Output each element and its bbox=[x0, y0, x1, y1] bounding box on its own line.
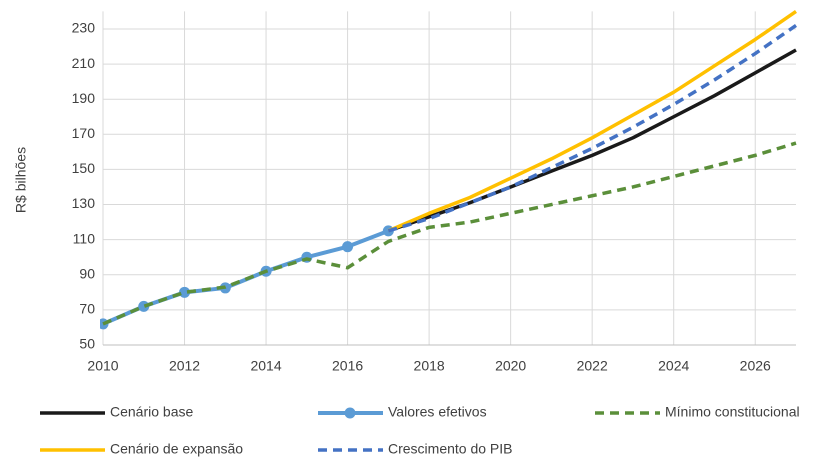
y-tick-label: 210 bbox=[72, 55, 96, 71]
legend-item: Cenário de expansão bbox=[40, 441, 243, 457]
y-tick-label: 110 bbox=[73, 230, 96, 246]
y-axis-label: R$ bilhões bbox=[13, 147, 29, 213]
legend-label: Valores efetivos bbox=[388, 404, 487, 420]
x-tick-label: 2016 bbox=[332, 358, 363, 374]
y-tick-label: 70 bbox=[79, 301, 95, 317]
legend-item: Mínimo constitucional bbox=[595, 404, 800, 420]
series-line bbox=[387, 9, 797, 233]
x-tick-label: 2014 bbox=[250, 358, 281, 374]
series-line bbox=[387, 24, 797, 233]
legend-label: Cenário base bbox=[110, 404, 193, 420]
series-line bbox=[102, 141, 797, 326]
x-tick-label: 2012 bbox=[169, 358, 200, 374]
y-tick-label: 90 bbox=[79, 265, 95, 281]
y-tick-label: 170 bbox=[72, 125, 96, 141]
legend-label: Crescimento do PIB bbox=[388, 441, 513, 457]
legend-item: Valores efetivos bbox=[318, 404, 487, 420]
x-tick-label: 2026 bbox=[740, 358, 771, 374]
plot-area bbox=[100, 9, 797, 330]
legend-marker bbox=[344, 407, 356, 419]
x-tick-label: 2022 bbox=[577, 358, 608, 374]
x-tick-label: 2024 bbox=[658, 358, 689, 374]
legend-label: Mínimo constitucional bbox=[665, 404, 800, 420]
series-line bbox=[387, 48, 797, 233]
legend-item: Crescimento do PIB bbox=[318, 441, 513, 457]
legend-item: Cenário base bbox=[40, 404, 193, 420]
y-tick-label: 50 bbox=[79, 336, 95, 352]
y-tick-label: 230 bbox=[72, 20, 96, 36]
x-tick-label: 2010 bbox=[87, 358, 118, 374]
data-point bbox=[342, 241, 354, 253]
y-tick-label: 190 bbox=[72, 90, 96, 106]
x-tick-label: 2018 bbox=[414, 358, 445, 374]
y-tick-label: 150 bbox=[72, 160, 96, 176]
x-tick-label: 2020 bbox=[495, 358, 526, 374]
data-point bbox=[179, 286, 191, 298]
y-tick-label: 130 bbox=[72, 195, 96, 211]
legend-label: Cenário de expansão bbox=[110, 441, 243, 457]
